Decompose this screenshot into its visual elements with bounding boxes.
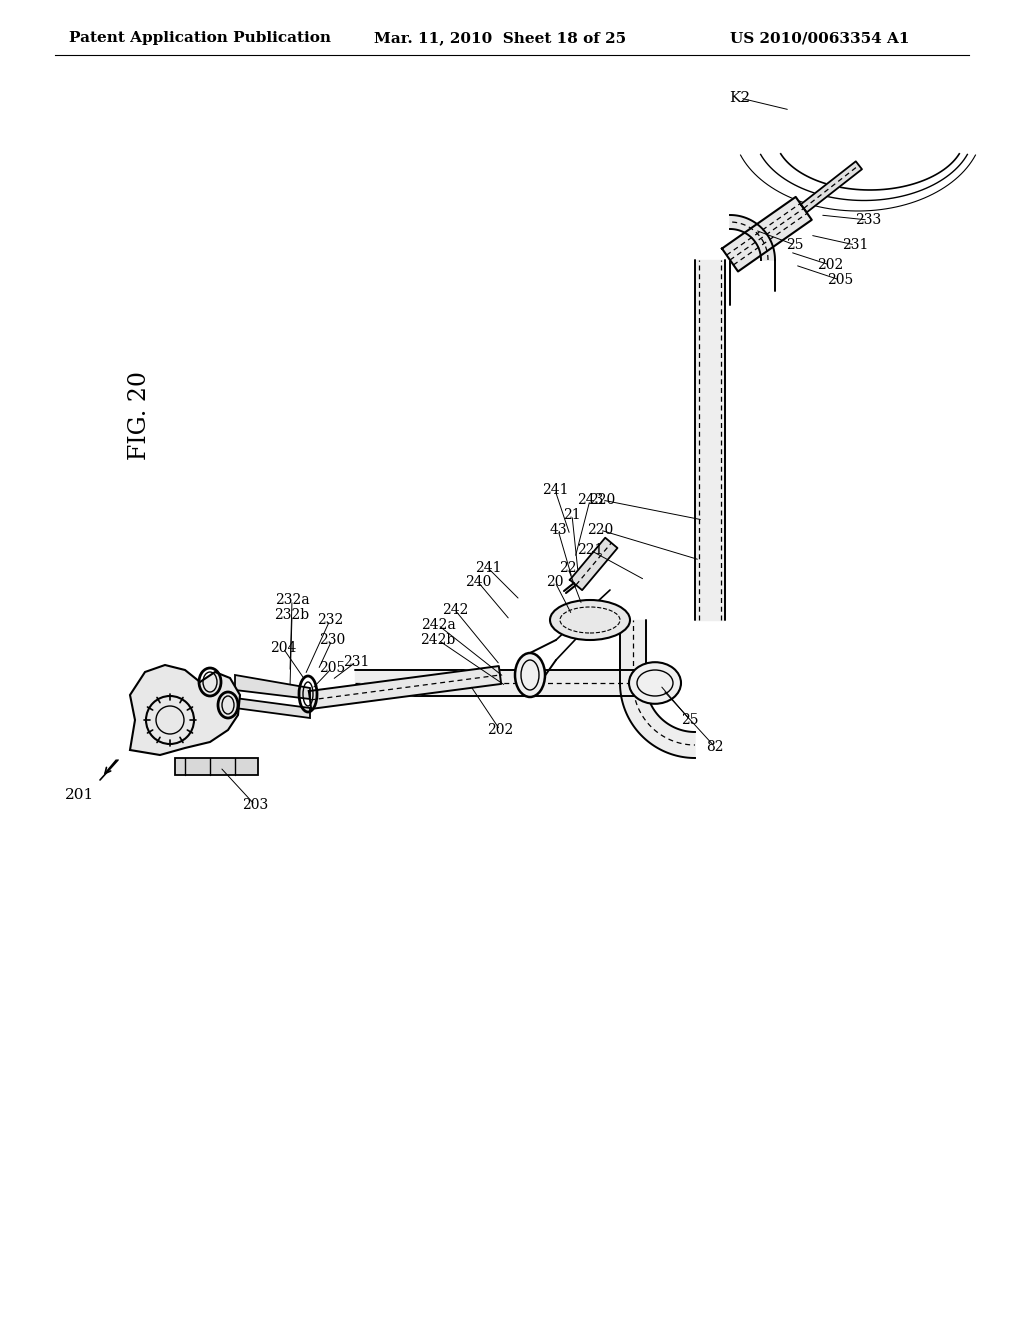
Text: 202: 202 bbox=[817, 257, 843, 272]
Text: 25: 25 bbox=[681, 713, 698, 727]
Polygon shape bbox=[570, 537, 617, 590]
Polygon shape bbox=[234, 698, 310, 718]
Ellipse shape bbox=[550, 601, 630, 640]
Text: 202: 202 bbox=[486, 723, 513, 737]
Text: Mar. 11, 2010  Sheet 18 of 25: Mar. 11, 2010 Sheet 18 of 25 bbox=[374, 30, 626, 45]
Polygon shape bbox=[175, 758, 258, 775]
Polygon shape bbox=[130, 665, 240, 755]
Text: 242a: 242a bbox=[421, 618, 456, 632]
Text: 201: 201 bbox=[66, 788, 94, 803]
Text: 243: 243 bbox=[577, 492, 603, 507]
Polygon shape bbox=[730, 215, 775, 260]
Text: 204: 204 bbox=[269, 642, 296, 655]
Text: 205: 205 bbox=[318, 661, 345, 675]
Text: 232b: 232b bbox=[274, 609, 309, 622]
Text: Patent Application Publication: Patent Application Publication bbox=[69, 30, 331, 45]
Polygon shape bbox=[722, 197, 812, 272]
Text: 22: 22 bbox=[559, 561, 577, 576]
Text: 240: 240 bbox=[465, 576, 492, 589]
Text: 231: 231 bbox=[343, 655, 370, 669]
Ellipse shape bbox=[629, 663, 681, 704]
Text: 230: 230 bbox=[318, 634, 345, 647]
Text: 82: 82 bbox=[707, 741, 724, 754]
Text: FIG. 20: FIG. 20 bbox=[128, 371, 152, 459]
Text: 21: 21 bbox=[563, 508, 581, 521]
Text: K2: K2 bbox=[729, 91, 751, 106]
Text: 232: 232 bbox=[316, 612, 343, 627]
Text: 221: 221 bbox=[577, 543, 603, 557]
Text: 203: 203 bbox=[242, 799, 268, 812]
Polygon shape bbox=[695, 260, 725, 620]
Text: 242: 242 bbox=[441, 603, 468, 616]
Polygon shape bbox=[801, 161, 862, 213]
Text: 241: 241 bbox=[475, 561, 502, 576]
Polygon shape bbox=[309, 667, 501, 709]
Text: 220: 220 bbox=[589, 492, 615, 507]
Text: 232a: 232a bbox=[274, 593, 309, 607]
Polygon shape bbox=[620, 620, 646, 682]
Polygon shape bbox=[234, 675, 310, 700]
Text: 231: 231 bbox=[842, 238, 868, 252]
Polygon shape bbox=[620, 682, 695, 758]
Text: 20: 20 bbox=[546, 576, 564, 589]
Text: 241: 241 bbox=[542, 483, 568, 498]
Text: 25: 25 bbox=[786, 238, 804, 252]
Text: 43: 43 bbox=[549, 523, 567, 537]
Text: 233: 233 bbox=[855, 213, 881, 227]
Polygon shape bbox=[355, 671, 650, 696]
Text: 242b: 242b bbox=[421, 634, 456, 647]
Text: US 2010/0063354 A1: US 2010/0063354 A1 bbox=[730, 30, 909, 45]
Ellipse shape bbox=[515, 653, 545, 697]
Text: 205: 205 bbox=[826, 273, 853, 286]
Text: 220: 220 bbox=[587, 523, 613, 537]
